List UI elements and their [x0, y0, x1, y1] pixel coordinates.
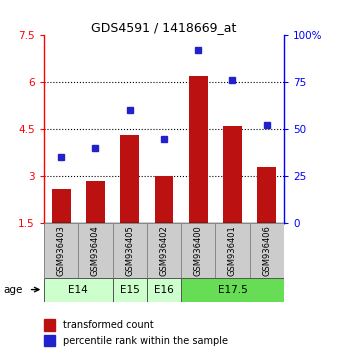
- Bar: [86, 181, 105, 223]
- Bar: [78, 223, 113, 278]
- Bar: [147, 278, 181, 302]
- Text: E16: E16: [154, 285, 174, 295]
- Text: transformed count: transformed count: [63, 320, 153, 330]
- Text: GSM936400: GSM936400: [194, 225, 203, 276]
- Text: E15: E15: [120, 285, 140, 295]
- Bar: [154, 176, 173, 223]
- Bar: [44, 223, 78, 278]
- Bar: [147, 223, 181, 278]
- Bar: [44, 335, 55, 346]
- Bar: [44, 319, 55, 331]
- Text: GSM936405: GSM936405: [125, 225, 134, 276]
- Bar: [181, 223, 215, 278]
- Text: age: age: [3, 285, 23, 295]
- Bar: [215, 223, 250, 278]
- Bar: [181, 278, 284, 302]
- Text: GSM936403: GSM936403: [56, 225, 66, 276]
- Bar: [52, 189, 71, 223]
- Title: GDS4591 / 1418669_at: GDS4591 / 1418669_at: [91, 21, 237, 34]
- Bar: [223, 126, 242, 223]
- Bar: [189, 76, 208, 223]
- Bar: [44, 278, 113, 302]
- Bar: [250, 223, 284, 278]
- Bar: [120, 136, 139, 223]
- Text: GSM936404: GSM936404: [91, 225, 100, 276]
- Text: E14: E14: [68, 285, 88, 295]
- Text: percentile rank within the sample: percentile rank within the sample: [63, 336, 227, 346]
- Text: E17.5: E17.5: [218, 285, 247, 295]
- Text: GSM936406: GSM936406: [262, 225, 271, 276]
- Bar: [113, 278, 147, 302]
- Bar: [257, 167, 276, 223]
- Text: GSM936401: GSM936401: [228, 225, 237, 276]
- Bar: [113, 223, 147, 278]
- Text: GSM936402: GSM936402: [160, 225, 168, 276]
